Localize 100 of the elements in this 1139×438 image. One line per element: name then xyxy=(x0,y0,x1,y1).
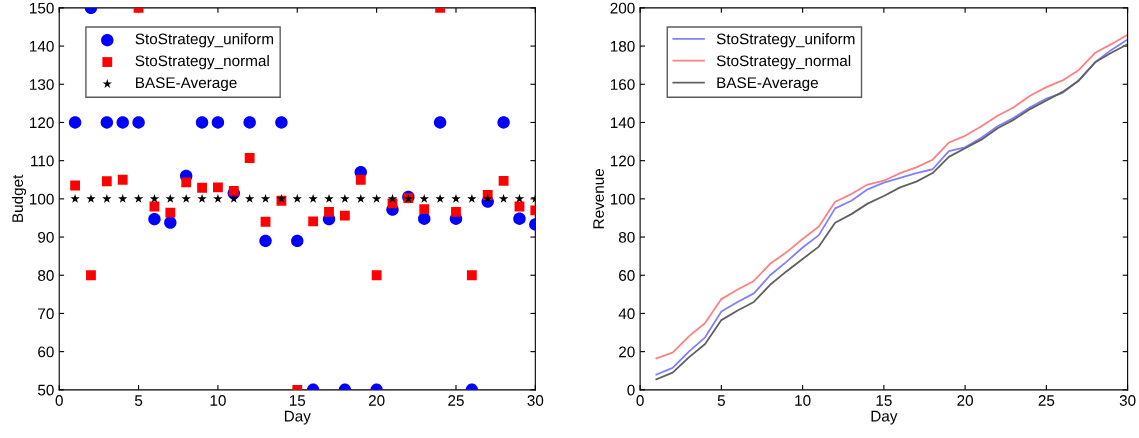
x-tick-label: 15 xyxy=(876,395,892,406)
point xyxy=(419,204,430,215)
point xyxy=(165,207,176,218)
point xyxy=(117,174,128,185)
point xyxy=(68,116,82,129)
point xyxy=(467,193,477,203)
point xyxy=(102,193,112,203)
point xyxy=(498,193,509,203)
point xyxy=(86,270,96,281)
point xyxy=(100,116,114,129)
point xyxy=(195,116,209,129)
y-tick-label: 0 xyxy=(627,384,635,396)
legend-label: StoStrategy_normal xyxy=(135,54,269,70)
point xyxy=(165,193,175,203)
legend-label: BASE-Average xyxy=(136,77,237,92)
point xyxy=(514,193,525,203)
y-tick-label: 100 xyxy=(610,193,635,205)
point xyxy=(101,176,112,187)
point xyxy=(291,234,304,248)
point xyxy=(324,193,334,203)
y-axis-title: Budget xyxy=(11,174,27,222)
y-tick-label: 20 xyxy=(619,346,635,358)
point xyxy=(275,116,288,129)
point xyxy=(229,193,239,203)
y-tick-label: 130 xyxy=(30,79,54,90)
y-tick-label: 60 xyxy=(619,270,635,281)
point xyxy=(419,193,429,203)
y-tick-label: 150 xyxy=(30,2,54,14)
y-tick-label: 80 xyxy=(38,270,54,281)
legend-label: BASE-Average xyxy=(717,77,818,92)
legend-label: StoStrategy_uniform xyxy=(135,33,274,48)
point xyxy=(70,180,81,191)
x-tick-label: 10 xyxy=(210,395,226,406)
y-tick-label: 120 xyxy=(30,117,54,129)
point xyxy=(308,193,318,203)
point xyxy=(339,210,350,221)
point xyxy=(371,270,382,281)
point xyxy=(451,193,461,203)
legend-label: StoStrategy_uniform xyxy=(716,33,855,48)
point xyxy=(213,182,223,193)
y-tick-label: 80 xyxy=(618,231,635,243)
point xyxy=(197,193,207,203)
point xyxy=(133,193,144,203)
point xyxy=(355,174,366,185)
y-axis-title: Revenue xyxy=(593,168,604,229)
point xyxy=(197,182,207,193)
point xyxy=(181,177,192,188)
y-tick-label: 40 xyxy=(618,308,635,320)
y-tick-label: 60 xyxy=(38,346,54,358)
point xyxy=(292,193,302,203)
y-tick-label: 140 xyxy=(610,117,635,129)
x-tick-label: 20 xyxy=(957,395,974,406)
y-tick-label: 70 xyxy=(38,308,54,320)
y-tick-label: 90 xyxy=(38,231,54,243)
point xyxy=(259,234,272,248)
point xyxy=(244,153,255,163)
point xyxy=(149,193,160,203)
point xyxy=(340,193,350,203)
point xyxy=(324,206,334,217)
y-tick-label: 140 xyxy=(30,40,54,52)
x-tick-label: 25 xyxy=(1038,395,1055,406)
x-axis-title: Day xyxy=(284,410,311,425)
point xyxy=(213,193,223,203)
x-axis-title: Day xyxy=(871,410,898,425)
y-tick-label: 110 xyxy=(31,155,54,167)
point xyxy=(260,193,271,203)
point xyxy=(148,212,161,226)
point xyxy=(228,185,239,196)
point xyxy=(513,212,526,225)
y-tick-label: 160 xyxy=(610,79,635,90)
y-tick-label: 180 xyxy=(610,40,635,52)
point xyxy=(118,193,128,203)
point xyxy=(466,270,477,281)
point xyxy=(433,116,447,129)
point xyxy=(211,116,225,129)
x-tick-label: 20 xyxy=(368,395,385,406)
x-tick-label: 15 xyxy=(289,395,306,406)
point xyxy=(245,193,255,203)
point xyxy=(497,116,510,129)
point xyxy=(498,175,509,186)
x-tick-label: 30 xyxy=(1119,395,1136,406)
point xyxy=(451,206,461,217)
point xyxy=(86,193,96,203)
x-tick-label: 5 xyxy=(134,395,143,406)
point xyxy=(371,193,382,203)
point xyxy=(132,116,145,129)
x-tick-label: 30 xyxy=(527,395,544,406)
y-tick-label: 100 xyxy=(30,193,54,205)
x-tick-label: 0 xyxy=(636,395,644,406)
point xyxy=(356,193,366,203)
point xyxy=(70,193,80,203)
point xyxy=(116,116,129,129)
x-tick-label: 0 xyxy=(55,395,63,406)
point xyxy=(243,116,256,129)
x-tick-label: 25 xyxy=(448,395,464,406)
x-tick-label: 5 xyxy=(717,395,725,406)
point xyxy=(260,216,271,227)
y-tick-label: 50 xyxy=(37,384,54,396)
point xyxy=(387,193,398,203)
legend-label: StoStrategy_normal xyxy=(716,54,851,70)
